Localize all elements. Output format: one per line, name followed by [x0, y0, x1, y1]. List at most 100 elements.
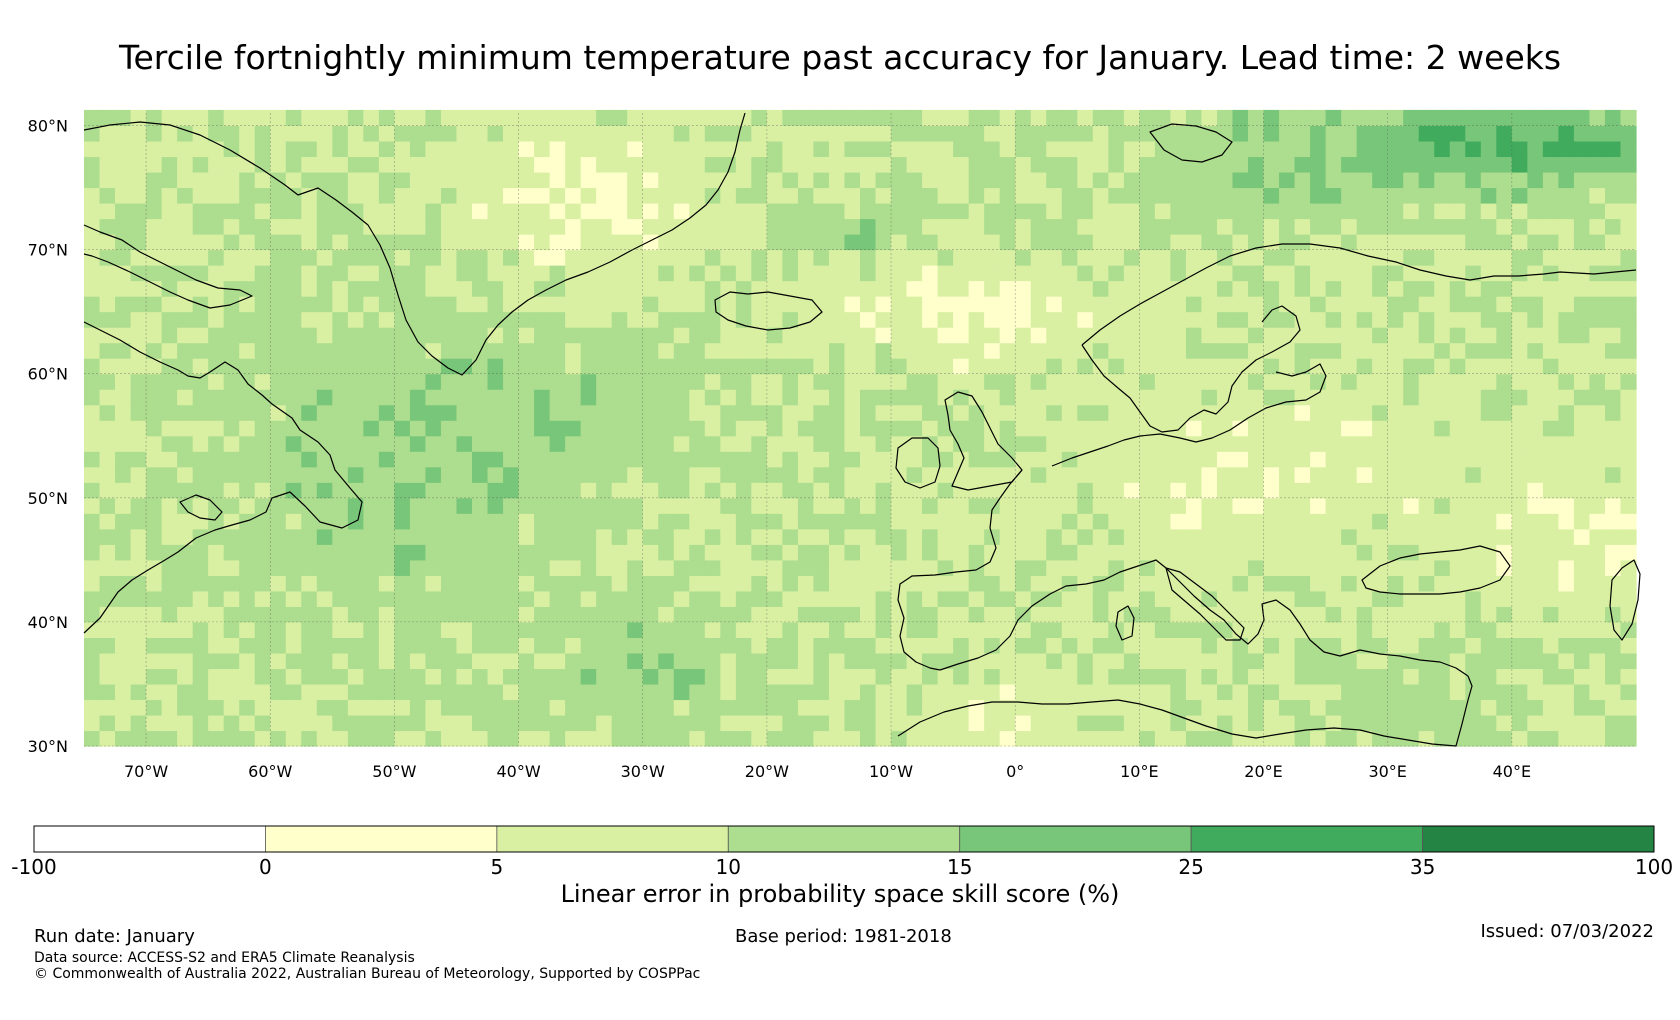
field-cell	[270, 327, 287, 344]
field-cell	[84, 109, 101, 127]
field-cell	[565, 373, 582, 390]
field-cell	[1294, 606, 1311, 623]
field-cell	[301, 730, 318, 747]
field-cell	[518, 109, 535, 127]
field-cell	[425, 389, 442, 406]
field-cell	[394, 234, 411, 251]
field-cell	[1294, 140, 1311, 158]
field-cell	[239, 668, 256, 685]
field-cell	[146, 466, 163, 483]
field-cell	[440, 606, 458, 623]
field-cell	[922, 606, 939, 623]
field-cell	[968, 202, 985, 220]
field-cell	[440, 482, 458, 499]
field-cell	[1310, 109, 1327, 127]
field-cell	[363, 497, 380, 514]
field-cell	[1310, 590, 1327, 607]
field-cell	[1232, 327, 1249, 344]
field-cell	[285, 187, 302, 204]
colorbar-tick-label: 100	[1635, 855, 1673, 879]
field-cell	[347, 404, 364, 421]
field-cell	[84, 544, 101, 561]
field-cell	[1232, 528, 1249, 545]
field-cell	[487, 714, 504, 732]
field-cell	[347, 482, 364, 499]
field-cell	[1263, 714, 1280, 732]
field-cell	[1387, 389, 1404, 406]
field-cell	[1092, 730, 1109, 747]
field-cell	[1139, 420, 1156, 437]
field-cell	[797, 234, 815, 251]
field-cell	[797, 730, 815, 747]
field-cell	[208, 482, 225, 499]
field-cell	[1589, 420, 1606, 437]
field-cell	[347, 171, 364, 189]
field-cell	[1573, 730, 1591, 747]
field-cell	[999, 202, 1016, 220]
field-cell	[1589, 202, 1606, 220]
lon-tick-label: 20°W	[745, 762, 789, 781]
field-cell	[1573, 187, 1591, 204]
field-cell	[813, 373, 830, 390]
field-cell	[409, 420, 427, 437]
field-cell	[1449, 342, 1466, 359]
field-cell	[1341, 265, 1358, 282]
field-cell	[580, 342, 597, 359]
field-cell	[440, 652, 458, 670]
field-cell	[984, 497, 1001, 514]
field-cell	[1248, 513, 1265, 530]
field-cell	[1558, 296, 1575, 313]
field-cell	[953, 668, 970, 685]
field-cell	[766, 513, 783, 530]
field-cell	[1248, 187, 1265, 204]
field-cell	[177, 683, 194, 701]
field-cell	[503, 513, 520, 530]
field-cell	[1604, 296, 1622, 313]
field-cell	[751, 156, 768, 173]
field-cell	[440, 714, 458, 732]
field-cell	[875, 730, 892, 747]
field-cell	[580, 652, 597, 670]
field-cell	[285, 497, 302, 514]
field-cell	[394, 482, 411, 499]
field-cell	[1387, 683, 1404, 701]
field-cell	[1061, 575, 1078, 592]
field-cell	[1232, 575, 1249, 592]
field-cell	[1310, 513, 1327, 530]
field-cell	[875, 435, 892, 452]
field-cell	[1527, 451, 1544, 468]
field-cell	[254, 280, 271, 297]
field-cell	[363, 637, 380, 654]
field-cell	[1263, 497, 1280, 514]
field-cell	[456, 342, 473, 359]
field-cell	[518, 125, 535, 142]
field-cell	[611, 156, 628, 173]
field-cell	[937, 358, 954, 375]
field-cell	[1216, 156, 1234, 173]
field-cell	[534, 125, 551, 142]
field-cell	[1015, 373, 1032, 390]
field-cell	[1372, 668, 1389, 685]
field-cell	[534, 652, 551, 670]
field-cell	[1077, 621, 1094, 638]
field-cell	[860, 280, 877, 297]
field-cell	[363, 389, 380, 406]
field-cell	[1558, 280, 1575, 297]
field-cell	[1170, 606, 1187, 623]
field-cell	[689, 683, 706, 701]
field-cell	[1139, 621, 1156, 638]
field-cell	[1154, 218, 1171, 235]
field-cell	[1279, 327, 1296, 344]
field-cell	[937, 699, 954, 716]
field-cell	[1325, 187, 1342, 204]
field-cell	[177, 140, 194, 158]
field-cell	[177, 559, 194, 576]
field-cell	[208, 668, 225, 685]
field-cell	[146, 621, 163, 638]
field-cell	[425, 265, 442, 282]
field-cell	[1154, 699, 1171, 716]
field-cell	[1015, 404, 1032, 421]
field-cell	[518, 187, 535, 204]
field-cell	[161, 606, 178, 623]
field-cell	[115, 590, 132, 607]
